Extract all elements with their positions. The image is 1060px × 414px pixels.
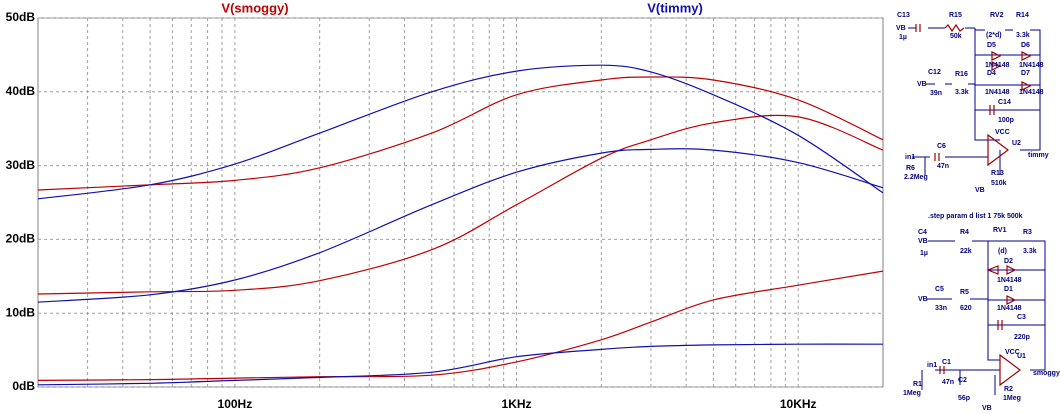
schematic-label: C5 [935,286,944,293]
schematic-label: RV2 [990,12,1004,19]
y-tick-label: 20dB [6,232,36,246]
y-tick-label: 40dB [6,84,36,98]
schematic-label: in1 [927,362,937,369]
schematic-label: 3.3k [1016,32,1030,39]
series-line [37,64,884,200]
schematic-label: 22k [960,248,972,255]
schematic-label: 47n [942,379,954,386]
schematic-label: D1 [1004,286,1013,293]
schematic-label: VB [917,81,927,88]
schematic-label: U2 [1012,140,1021,147]
schematic-label: RV1 [993,227,1007,234]
schematic-label: 1N4148 [1019,62,1044,69]
schematic-label: C12 [928,69,941,76]
plot-frame [37,17,884,388]
schematic-label: .step param d list 1 75k 500k [928,213,1023,220]
schematic-label: 1Meg [903,390,921,397]
schematic-label: 1µ [920,250,928,257]
schematic-wires [908,23,1046,395]
schematic-label: 1N4148 [985,89,1010,96]
schematic-label: C1 [942,359,951,366]
series-line [37,114,884,295]
x-tick-label: 100Hz [218,397,253,411]
y-tick-label: 0dB [12,379,35,393]
schematic-label: R4 [960,229,969,236]
schematic-label: 100p [998,117,1014,124]
schematic-label: VB [982,405,992,412]
schematic-label: D4 [987,70,996,77]
schematic-label: in1 [905,154,915,161]
schematic-label: 1N4148 [1019,89,1044,96]
schematic-label: R6 [906,165,915,172]
schematic-label: D6 [1021,42,1030,49]
schematic-label: 56p [958,395,970,402]
schematic-label: U1 [1017,353,1026,360]
schematic-label: smoggy [1033,370,1060,377]
schematic-label: 39n [930,90,942,97]
series-line [37,343,884,386]
schematic-label: 3.3k [955,89,969,96]
schematic-label: VB [918,238,928,245]
schematic-label: C2 [958,377,967,384]
schematic-label: VB [918,296,928,303]
series-line [37,270,884,381]
series-line [37,148,884,303]
schematic-label: 1N4148 [997,305,1022,312]
schematic-label: 1µ [899,34,907,41]
schematic-label: (2*d) [986,32,1002,39]
y-tick-label: 30dB [6,158,36,172]
series-line [37,76,884,191]
schematic-label: C3 [1017,314,1026,321]
schematic-label: C4 [918,229,927,236]
schematic-label: 3.3k [1023,248,1037,255]
schematic-label: C14 [998,99,1011,106]
schematic-label: R1 [913,381,922,388]
legend-entry: V(smoggy) [221,0,288,15]
schematic-label: R13 [991,170,1004,177]
schematic-label: 1N4148 [985,62,1010,69]
x-tick-label: 1KHz [502,397,532,411]
schematic-label: 33n [935,305,947,312]
schematic-label: R5 [960,289,969,296]
schematic-label: 2.2Meg [904,174,928,181]
schematic-label: C6 [937,143,946,150]
schematic-label: VCC [1005,349,1020,356]
schematic-label: 220p [1014,334,1030,341]
schematic-label: C13 [897,12,910,19]
schematic-label: D5 [987,42,996,49]
y-tick-label: 50dB [6,10,36,24]
schematic-label: R14 [1016,12,1029,19]
schematic-label: D7 [1021,70,1030,77]
schematic-label: 50k [950,33,962,40]
schematic-label: R2 [1004,386,1013,393]
schematic-label: R3 [1023,229,1032,236]
schematic-label: (d) [998,248,1007,255]
schematic-label: VCC [995,129,1010,136]
schematic-label: R16 [955,71,968,78]
schematic-label: 47n [937,163,949,170]
schematic-label: 510k [991,180,1007,187]
schematic-label: 620 [960,305,972,312]
schematic-label: VB [896,25,906,32]
schematic-label: timmy [1028,152,1049,159]
schematic-label: 1Meg [1003,395,1021,402]
x-tick-label: 10KHz [780,397,817,411]
legend-entry: V(timmy) [647,0,703,15]
schematic-label: R15 [949,12,962,19]
schematic-label: D2 [1004,258,1013,265]
schematic-label: 1N4148 [997,277,1022,284]
schematic-label: VB [975,187,985,194]
y-tick-label: 10dB [6,305,36,319]
